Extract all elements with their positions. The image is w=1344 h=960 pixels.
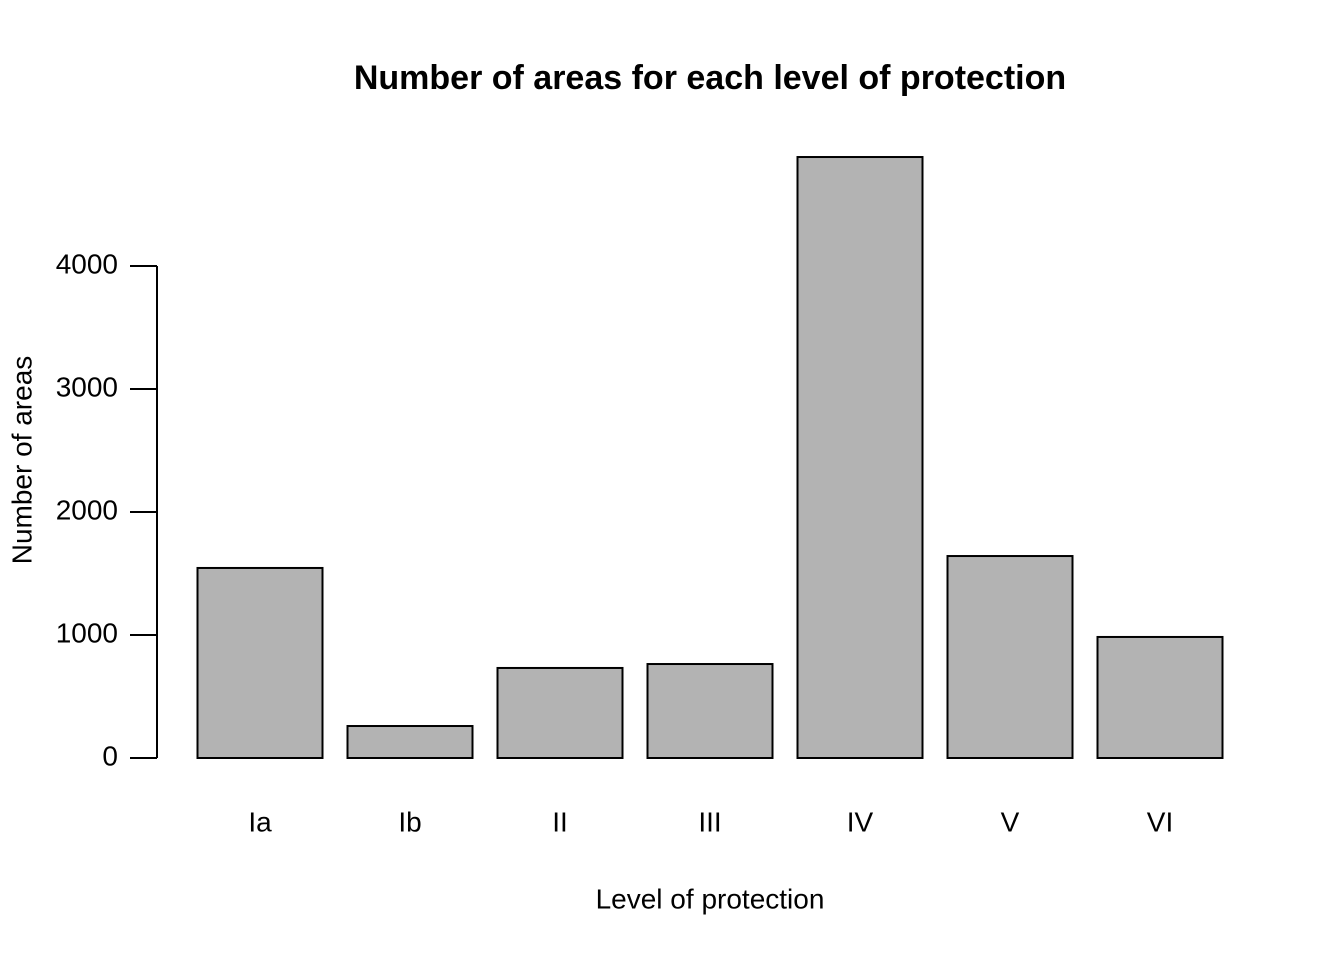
bar: [196, 566, 324, 760]
y-tick-label: 2000: [56, 494, 118, 525]
x-tick-label: VI: [1147, 806, 1173, 837]
bar: [496, 666, 624, 759]
chart-title: Number of areas for each level of protec…: [354, 59, 1066, 97]
x-tick-label: III: [698, 806, 721, 837]
bar: [796, 156, 924, 760]
y-tick-label: 3000: [56, 371, 118, 402]
bar: [346, 725, 474, 760]
y-tick-label: 1000: [56, 617, 118, 648]
y-tick-label: 4000: [56, 248, 118, 279]
x-tick-label: IV: [847, 806, 874, 837]
bar: [646, 663, 774, 760]
y-tick-label: 0: [102, 740, 118, 771]
x-tick-label: V: [1001, 806, 1020, 837]
bar: [1096, 635, 1224, 760]
x-tick-label: Ib: [398, 806, 421, 837]
x-tick-label: II: [552, 806, 568, 837]
x-axis-label: Level of protection: [596, 883, 825, 914]
y-axis-label: Number of areas: [6, 356, 37, 565]
x-tick-label: Ia: [248, 806, 272, 837]
bar: [946, 555, 1074, 759]
